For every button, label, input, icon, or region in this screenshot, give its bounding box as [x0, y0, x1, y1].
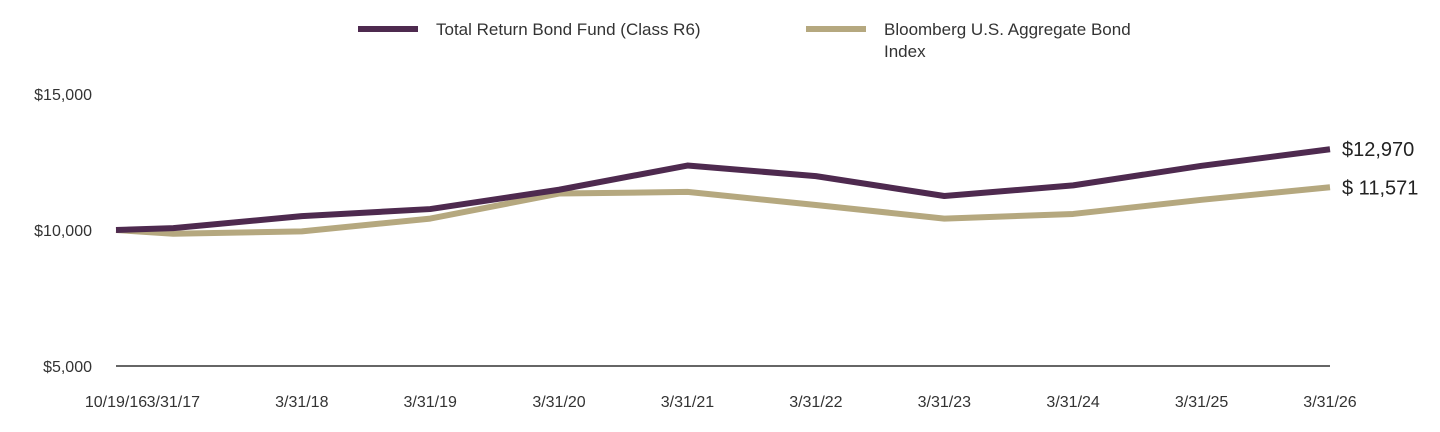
- y-tick-label: $15,000: [34, 87, 92, 104]
- x-tick-label: 3/31/18: [275, 394, 328, 411]
- x-tick-label: 10/19/16: [85, 394, 147, 411]
- x-tick-label: 3/31/26: [1303, 394, 1356, 411]
- x-tick-label: 3/31/24: [1046, 394, 1099, 411]
- series-layer: [115, 146, 1331, 237]
- series-line-fund: [115, 146, 1331, 233]
- x-tick-label: 3/31/17: [147, 394, 200, 411]
- legend-label-index: Bloomberg U.S. Aggregate Bond Index: [884, 20, 1131, 61]
- end-label-fund: $12,970: [1342, 139, 1414, 161]
- x-tick-label: 3/31/23: [918, 394, 971, 411]
- end-labels: $12,970 $ 11,571: [1342, 139, 1418, 199]
- x-tick-label: 3/31/22: [789, 394, 842, 411]
- x-tick-label: 3/31/25: [1175, 394, 1228, 411]
- end-label-index: $ 11,571: [1342, 177, 1418, 199]
- legend: Total Return Bond Fund (Class R6) Bloomb…: [358, 20, 1131, 61]
- y-tick-label: $10,000: [34, 223, 92, 240]
- x-tick-label: 3/31/20: [532, 394, 585, 411]
- x-axis: 10/19/16 3/31/17 3/31/18 3/31/19 3/31/20 3/31…: [85, 394, 1357, 411]
- y-axis: $5,000 $10,000 $15,000: [34, 87, 92, 376]
- x-tick-label: 3/31/19: [404, 394, 457, 411]
- y-tick-label: $5,000: [43, 359, 92, 376]
- series-line-index: [115, 184, 1331, 237]
- x-tick-label: 3/31/21: [661, 394, 714, 411]
- legend-label-fund: Total Return Bond Fund (Class R6): [436, 20, 701, 39]
